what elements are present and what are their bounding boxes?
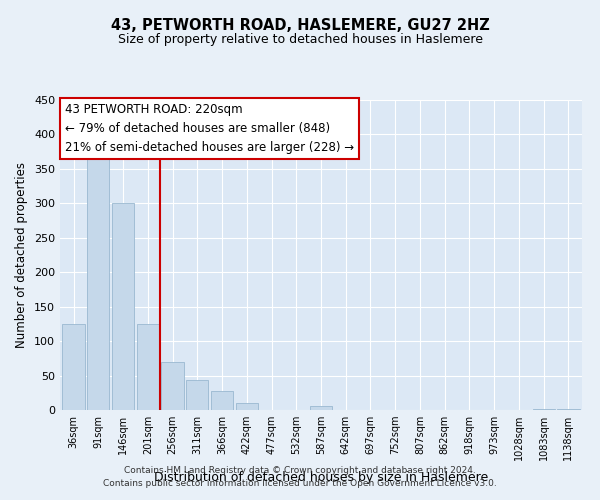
Text: 43, PETWORTH ROAD, HASLEMERE, GU27 2HZ: 43, PETWORTH ROAD, HASLEMERE, GU27 2HZ [110,18,490,32]
Bar [236,403,258,410]
Bar [112,204,134,410]
Text: Contains HM Land Registry data © Crown copyright and database right 2024.
Contai: Contains HM Land Registry data © Crown c… [103,466,497,487]
X-axis label: Distribution of detached houses by size in Haslemere: Distribution of detached houses by size … [154,472,488,484]
Bar [186,380,208,410]
Y-axis label: Number of detached properties: Number of detached properties [16,162,28,348]
Bar [137,324,159,410]
Bar [533,408,555,410]
Bar [87,152,109,410]
Bar [557,408,580,410]
Bar [62,324,85,410]
Bar [161,362,184,410]
Bar [310,406,332,410]
Bar [211,392,233,410]
Text: Size of property relative to detached houses in Haslemere: Size of property relative to detached ho… [118,32,482,46]
Text: 43 PETWORTH ROAD: 220sqm
← 79% of detached houses are smaller (848)
21% of semi-: 43 PETWORTH ROAD: 220sqm ← 79% of detach… [65,103,355,154]
